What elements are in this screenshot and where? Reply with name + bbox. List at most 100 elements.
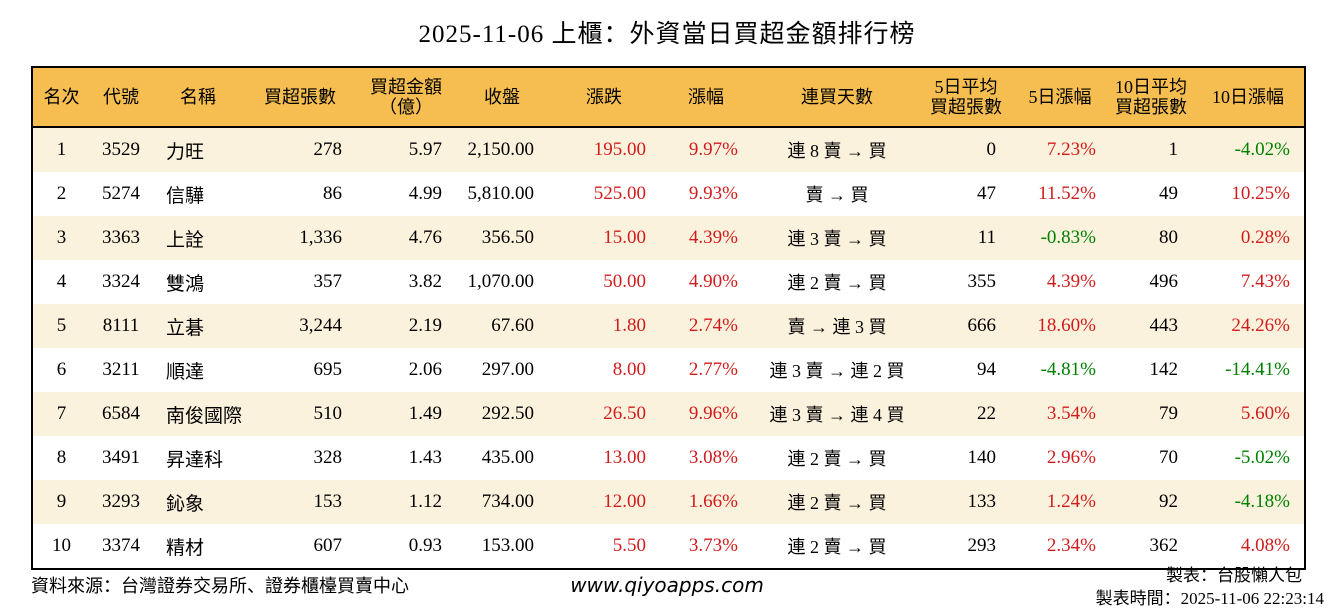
- cell-amount: 5.97: [408, 139, 442, 160]
- cell-change: 5.50: [612, 535, 646, 556]
- cell-avg10: 1: [1168, 139, 1179, 160]
- ranking-table: 名次 代號 名稱 買超張數 買超金額 （億） 收盤 漲跌 漲幅 連買天數 5日平…: [31, 66, 1306, 570]
- cell-change_pct: 9.96%: [688, 403, 738, 424]
- column-header-avg10: 10日平均 買超張數: [1110, 67, 1192, 128]
- cell-rank: 6: [56, 359, 67, 380]
- cell-volume: 1,336: [299, 227, 342, 248]
- table-row: 5 8111 立碁 3,244 2.19 67.60 1.80 2.74% 賣 → 連 3 買 6…: [32, 304, 1305, 348]
- cell-code: 3529: [102, 139, 140, 160]
- cell-volume: 607: [313, 535, 343, 556]
- cell-close: 67.60: [491, 315, 534, 336]
- cell-close: 2,150.00: [467, 139, 535, 160]
- cell-avg10: 142: [1149, 359, 1179, 380]
- cell-close: 292.50: [481, 403, 534, 424]
- page-title: 2025-11-06 上櫃：外資當日買超金額排行榜: [418, 21, 916, 48]
- cell-code: 3374: [102, 535, 140, 556]
- cell-name: 雙鴻: [166, 273, 205, 295]
- cell-close: 297.00: [481, 359, 534, 380]
- column-header-name: 名稱: [152, 67, 244, 128]
- cell-pct10: 5.60%: [1240, 403, 1290, 424]
- column-header-amount: 買超金額 （億）: [356, 67, 456, 128]
- cell-volume: 357: [313, 271, 343, 292]
- cell-streak: 賣 → 連 3 買: [787, 317, 887, 337]
- cell-avg5: 0: [986, 139, 997, 160]
- cell-rank: 3: [56, 227, 67, 248]
- cell-amount: 2.06: [408, 359, 442, 380]
- cell-pct5: 2.34%: [1046, 535, 1096, 556]
- cell-change: 195.00: [593, 139, 646, 160]
- footer-credits: 製表：台股懶人包 製表時間：2025-11-06 22:23:14: [1096, 564, 1324, 610]
- table-row: 10 3374 精材 607 0.93 153.00 5.50 3.73% 連 2 賣 → 買 2…: [32, 524, 1305, 569]
- header-row: 名次 代號 名稱 買超張數 買超金額 （億） 收盤 漲跌 漲幅 連買天數 5日平…: [32, 67, 1305, 128]
- cell-name: 力旺: [166, 141, 205, 163]
- cell-pct10: -5.02%: [1234, 447, 1290, 468]
- cell-avg5: 133: [967, 491, 997, 512]
- cell-pct10: 24.26%: [1231, 315, 1290, 336]
- data-source-note: 資料來源：台灣證券交易所、證券櫃檯買賣中心: [31, 576, 409, 596]
- cell-rank: 1: [56, 139, 67, 160]
- cell-pct10: -14.41%: [1225, 359, 1290, 380]
- cell-code: 3324: [102, 271, 140, 292]
- cell-streak: 連 2 賣 → 買: [787, 493, 887, 513]
- table-maker: 製表：台股懶人包: [1166, 566, 1302, 585]
- cell-amount: 4.99: [408, 183, 442, 204]
- table-row: 9 3293 鈊象 153 1.12 734.00 12.00 1.66% 連 2 賣 → 買 1…: [32, 480, 1305, 524]
- cell-name: 順達: [166, 361, 205, 383]
- cell-code: 3491: [102, 447, 140, 468]
- cell-name: 昇達科: [166, 449, 224, 471]
- cell-rank: 9: [56, 491, 67, 512]
- cell-streak: 連 8 賣 → 買: [787, 141, 887, 161]
- cell-pct10: 4.08%: [1240, 535, 1290, 556]
- cell-amount: 3.82: [408, 271, 442, 292]
- cell-streak: 賣 → 買: [805, 185, 869, 205]
- column-header-change: 漲跌: [548, 67, 660, 128]
- cell-change: 50.00: [603, 271, 646, 292]
- cell-name: 立碁: [166, 317, 205, 339]
- cell-name: 南俊國際: [166, 405, 243, 427]
- cell-avg10: 49: [1159, 183, 1178, 204]
- cell-rank: 4: [56, 271, 67, 292]
- cell-avg5: 22: [977, 403, 996, 424]
- table-row: 2 5274 信驊 86 4.99 5,810.00 525.00 9.93% 賣 → 買 47 1…: [32, 172, 1305, 216]
- cell-change_pct: 4.39%: [688, 227, 738, 248]
- website-url: www.qiyoapps.com: [570, 573, 764, 597]
- table-header: 名次 代號 名稱 買超張數 買超金額 （億） 收盤 漲跌 漲幅 連買天數 5日平…: [32, 67, 1305, 128]
- cell-streak: 連 3 賣 → 買: [787, 229, 887, 249]
- cell-change: 13.00: [603, 447, 646, 468]
- cell-change: 1.80: [612, 315, 646, 336]
- cell-close: 153.00: [481, 535, 534, 556]
- cell-pct5: 7.23%: [1046, 139, 1096, 160]
- cell-code: 6584: [102, 403, 140, 424]
- cell-amount: 1.43: [408, 447, 442, 468]
- cell-streak: 連 3 賣 → 連 4 買: [769, 405, 905, 425]
- cell-avg10: 496: [1149, 271, 1179, 292]
- cell-avg10: 80: [1159, 227, 1178, 248]
- cell-avg10: 443: [1149, 315, 1179, 336]
- cell-change: 12.00: [603, 491, 646, 512]
- cell-close: 1,070.00: [467, 271, 535, 292]
- cell-change: 8.00: [612, 359, 646, 380]
- cell-close: 356.50: [481, 227, 534, 248]
- table-row: 1 3529 力旺 278 5.97 2,150.00 195.00 9.97% 連 8 賣 →…: [32, 127, 1305, 172]
- cell-pct10: -4.02%: [1234, 139, 1290, 160]
- cell-pct5: -0.83%: [1040, 227, 1096, 248]
- cell-amount: 2.19: [408, 315, 442, 336]
- cell-pct5: 4.39%: [1046, 271, 1096, 292]
- cell-rank: 8: [56, 447, 67, 468]
- cell-pct5: 11.52%: [1038, 183, 1096, 204]
- cell-code: 3363: [102, 227, 140, 248]
- cell-change_pct: 1.66%: [688, 491, 738, 512]
- table-row: 7 6584 南俊國際 510 1.49 292.50 26.50 9.96% 連 3 賣 → …: [32, 392, 1305, 436]
- cell-pct5: 2.96%: [1046, 447, 1096, 468]
- column-header-code: 代號: [90, 67, 152, 128]
- cell-amount: 1.49: [408, 403, 442, 424]
- table-timestamp: 製表時間：2025-11-06 22:23:14: [1095, 589, 1324, 608]
- cell-name: 信驊: [166, 185, 205, 207]
- column-header-rank: 名次: [32, 67, 90, 128]
- cell-volume: 86: [323, 183, 342, 204]
- table-row: 4 3324 雙鴻 357 3.82 1,070.00 50.00 4.90% 連 2 賣 → …: [32, 260, 1305, 304]
- cell-avg5: 47: [977, 183, 996, 204]
- cell-avg5: 140: [967, 447, 997, 468]
- cell-change_pct: 2.77%: [688, 359, 738, 380]
- cell-change_pct: 9.93%: [688, 183, 738, 204]
